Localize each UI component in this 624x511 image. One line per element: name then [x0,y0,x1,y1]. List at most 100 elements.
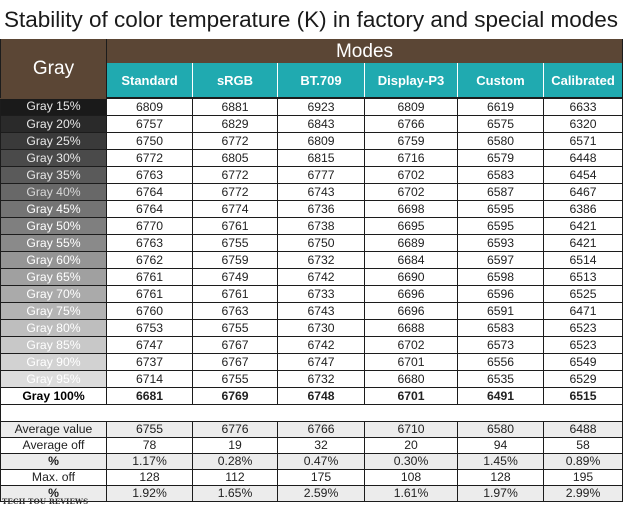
table-cell: 6764 [106,200,193,218]
table-cell: 6809 [277,132,365,150]
summary-cell: 2.59% [277,485,365,502]
table-cell: 6320 [543,115,623,133]
table-cell: 6471 [543,302,623,320]
table-cell: 6767 [192,336,278,354]
mode-column-header: Standard [106,63,193,99]
summary-row: Average off 78 19 32 20 94 58 [0,437,623,454]
summary-label: Average value [0,421,107,438]
summary-row: Average value 6755 6776 6766 6710 6580 6488 [0,421,623,438]
table-cell: 6467 [543,183,623,201]
gray-level-label: Gray 50% [0,217,107,235]
table-cell: 6761 [106,285,193,303]
summary-cell: 58 [543,437,623,454]
summary-cell: 1.97% [457,485,544,502]
table-cell: 6696 [364,285,458,303]
summary-cell: 0.28% [192,453,278,470]
summary-label: Average off [0,437,107,454]
table-row: Gray 25% 6750 6772 6809 6759 6580 6571 [0,132,623,150]
summary-cell: 0.89% [543,453,623,470]
color-temperature-table: Gray Modes Standard sRGB BT.709 Display-P3 C… [0,39,623,502]
table-cell: 6421 [543,234,623,252]
table-cell: 6881 [192,98,278,116]
summary-cell: 195 [543,469,623,486]
gray-level-label: Gray 40% [0,183,107,201]
table-cell: 6587 [457,183,544,201]
table-cell: 6732 [277,370,365,388]
table-cell: 6515 [543,387,623,405]
table-cell: 6738 [277,217,365,235]
table-row: Gray 40% 6764 6772 6743 6702 6587 6467 [0,183,623,201]
table-row: Gray 95% 6714 6755 6732 6680 6535 6529 [0,370,623,388]
summary-cell: 6776 [192,421,278,438]
table-cell: 6759 [192,251,278,269]
gray-level-label: Gray 75% [0,302,107,320]
table-cell: 6750 [277,234,365,252]
table-cell: 6595 [457,217,544,235]
table-cell: 6753 [106,319,193,337]
summary-cell: 108 [364,469,458,486]
table-cell: 6755 [192,234,278,252]
mode-column-header: Display-P3 [364,63,458,99]
table-cell: 6757 [106,115,193,133]
table-cell: 6760 [106,302,193,320]
table-cell: 6454 [543,166,623,184]
table-cell: 6809 [106,98,193,116]
table-cell: 6763 [192,302,278,320]
table-cell: 6702 [364,166,458,184]
table-row: Gray 75% 6760 6763 6743 6696 6591 6471 [0,302,623,320]
table-cell: 6755 [192,370,278,388]
table-cell: 6688 [364,319,458,337]
table-cell: 6742 [277,268,365,286]
table-row: Gray 100% 6681 6769 6748 6701 6491 6515 [0,387,623,405]
table-row: Gray 85% 6747 6767 6742 6702 6573 6523 [0,336,623,354]
table-cell: 6743 [277,302,365,320]
modes-header: Modes [106,39,623,63]
table-cell: 6777 [277,166,365,184]
table-cell: 6583 [457,319,544,337]
table-cell: 6579 [457,149,544,167]
table-cell: 6770 [106,217,193,235]
table-cell: 6529 [543,370,623,388]
summary-cell: 6580 [457,421,544,438]
blank-row [0,404,623,422]
table-cell: 6535 [457,370,544,388]
table-cell: 6764 [106,183,193,201]
gray-level-label: Gray 55% [0,234,107,252]
summary-cell: 6755 [106,421,193,438]
summary-cell: 112 [192,469,278,486]
table-cell: 6575 [457,115,544,133]
table-cell: 6513 [543,268,623,286]
table-cell: 6743 [277,183,365,201]
table-cell: 6747 [106,336,193,354]
table-cell: 6689 [364,234,458,252]
table-cell: 6696 [364,302,458,320]
table-row: Gray 60% 6762 6759 6732 6684 6597 6514 [0,251,623,269]
summary-label: % [0,485,107,502]
gray-level-label: Gray 60% [0,251,107,269]
table-cell: 6701 [364,353,458,371]
table-cell: 6701 [364,387,458,405]
gray-column-header: Gray [0,39,107,99]
table-cell: 6386 [543,200,623,218]
gray-level-label: Gray 90% [0,353,107,371]
table-row: Gray 30% 6772 6805 6815 6716 6579 6448 [0,149,623,167]
table-cell: 6525 [543,285,623,303]
table-row: Gray 80% 6753 6755 6730 6688 6583 6523 [0,319,623,337]
summary-cell: 6710 [364,421,458,438]
table-cell: 6736 [277,200,365,218]
gray-level-label: Gray 15% [0,98,107,116]
table-cell: 6763 [106,166,193,184]
summary-cell: 6766 [277,421,365,438]
table-cell: 6690 [364,268,458,286]
table-cell: 6772 [192,166,278,184]
table-cell: 6748 [277,387,365,405]
table-row: Gray 55% 6763 6755 6750 6689 6593 6421 [0,234,623,252]
table-cell: 6774 [192,200,278,218]
table-cell: 6695 [364,217,458,235]
blank-cell [0,404,623,422]
table-cell: 6749 [192,268,278,286]
table-cell: 6809 [364,98,458,116]
summary-row: Max. off 128 112 175 108 128 195 [0,469,623,486]
gray-level-label: Gray 45% [0,200,107,218]
gray-level-label: Gray 85% [0,336,107,354]
